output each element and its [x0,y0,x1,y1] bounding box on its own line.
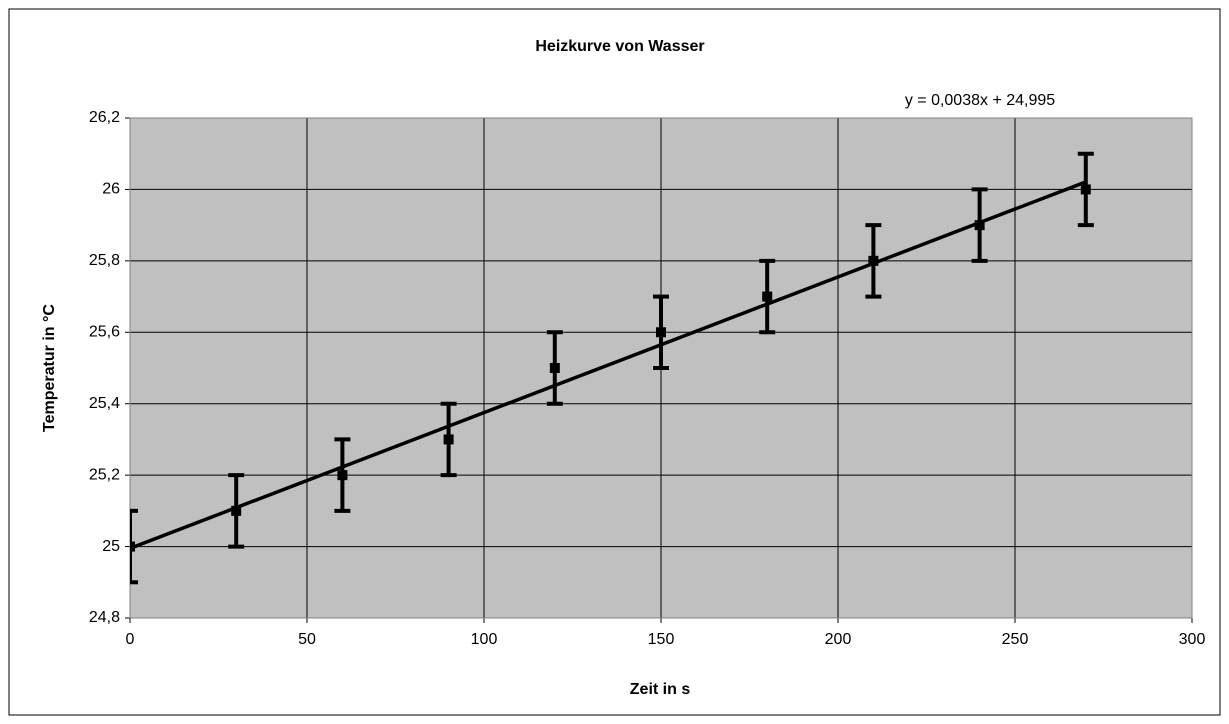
x-tick-label: 0 [126,631,135,648]
x-axis-label: Zeit in s [630,681,691,698]
x-tick-label: 300 [1179,631,1206,648]
x-tick-label: 200 [825,631,852,648]
grid [125,117,1193,623]
point [868,255,879,266]
chart-title: Heizkurve von Wasser [535,38,704,55]
y-tick-label: 25,2 [89,466,120,483]
x-tick-label: 100 [471,631,498,648]
y-tick-label: 25,4 [89,395,120,412]
x-tick-label: 150 [648,631,675,648]
error-bar [130,508,138,585]
y-tick-label: 25,8 [89,252,120,269]
x-tick-label: 50 [298,631,316,648]
marks [130,151,1094,585]
y-tick-label: 25,6 [89,324,120,341]
point [130,541,135,552]
point [656,327,666,338]
point [337,470,348,481]
trendline [130,180,1087,550]
y-tick-label: 26 [102,181,120,198]
trendline-equation: y = 0,0038x + 24,995 [905,92,1055,109]
point [1080,184,1091,195]
y-tick-label: 24,8 [89,609,120,626]
y-axis-label: Temperatur in °C [41,304,58,432]
point [974,220,985,231]
y-tick-label: 25 [102,538,120,555]
plot-border [129,117,1193,619]
point [762,291,773,302]
point [231,505,242,516]
point [549,363,560,373]
x-tick-label: 250 [1002,631,1029,648]
point [443,434,454,445]
y-tick-label: 26,2 [89,109,120,126]
